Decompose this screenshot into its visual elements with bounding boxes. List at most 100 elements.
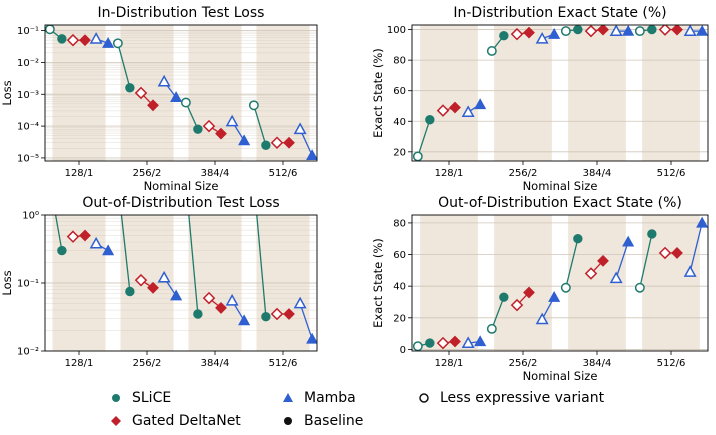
point-baseline: [215, 302, 227, 314]
point-baseline: [170, 91, 183, 103]
point-less-expressive: [436, 336, 450, 350]
point-baseline: [597, 254, 609, 267]
point-less-expressive: [609, 271, 623, 284]
point-less-expressive: [535, 32, 549, 44]
point-less-expressive: [202, 119, 216, 133]
category-band: [642, 25, 700, 161]
point-baseline: [696, 216, 708, 228]
point-less-expressive: [270, 307, 284, 321]
point-baseline: [102, 37, 115, 48]
x-tick-label: 128/1: [65, 168, 94, 179]
point-less-expressive: [270, 136, 284, 149]
point-less-expressive: [412, 341, 423, 351]
point-less-expressive: [461, 105, 475, 118]
category-band: [256, 25, 310, 161]
change-arrow: [565, 238, 579, 288]
point-less-expressive: [634, 282, 645, 293]
point-baseline: [548, 27, 561, 39]
data-layer: [412, 216, 708, 351]
category-band: [494, 25, 552, 161]
x-tick-label: 128/1: [435, 168, 464, 179]
figure: 10⁻⁵ 10⁻⁴ 10⁻³ 10⁻² 10⁻¹ 128/1 256/2 384/4 512/6…: [0, 5, 709, 383]
point-less-expressive: [180, 97, 191, 108]
point-less-expressive: [66, 33, 80, 47]
y-tick-label: 10⁻⁵: [17, 153, 39, 164]
point-baseline: [79, 229, 91, 242]
grid: [412, 29, 708, 153]
point-less-expressive: [634, 26, 645, 37]
legend-less: Less expressive variant: [418, 390, 604, 406]
point-baseline: [170, 289, 183, 301]
point-baseline: [57, 245, 67, 256]
point-baseline: [261, 140, 271, 150]
x-tick-label: 512/6: [269, 168, 298, 179]
y-axis-label: Loss: [0, 80, 14, 105]
point-less-expressive: [609, 25, 623, 37]
chart-panel-1: 20 40 60 80 100 128/1 256/2 384/4 512/6 In-Distri…: [371, 5, 709, 193]
point-baseline: [193, 309, 203, 319]
point-less-expressive: [157, 74, 171, 87]
point-less-expressive: [248, 100, 259, 111]
x-tick-label: 256/2: [133, 358, 162, 369]
y-tick-label: 10⁻¹: [17, 279, 39, 290]
point-baseline: [622, 25, 635, 36]
point-less-expressive: [584, 25, 598, 38]
point-baseline: [449, 101, 461, 114]
circle-marker-icon: [112, 394, 120, 402]
y-tick-label: 20: [393, 313, 406, 324]
point-less-expressive: [683, 25, 697, 37]
point-baseline: [523, 26, 535, 39]
chart-panel-0: 10⁻⁵ 10⁻⁴ 10⁻³ 10⁻² 10⁻¹ 128/1 256/2 384/4 512/6…: [0, 5, 318, 193]
point-baseline: [474, 335, 487, 347]
y-tick-label: 10⁻⁴: [17, 122, 39, 133]
x-tick-label: 256/2: [133, 168, 162, 179]
point-baseline: [573, 25, 583, 35]
y-tick-label: 10⁰: [22, 211, 39, 222]
change-arrow: [689, 222, 703, 273]
point-baseline: [499, 30, 509, 41]
hollow-circle-marker-icon: [419, 393, 429, 403]
x-tick-label: 256/2: [509, 168, 538, 179]
point-baseline: [523, 286, 535, 299]
point-baseline: [499, 292, 509, 302]
legend-baseline: Baseline: [282, 413, 363, 429]
point-less-expressive: [45, 25, 55, 35]
category-band: [188, 25, 242, 161]
y-tick-label: 10⁻³: [17, 90, 39, 101]
chart-title: In-Distribution Exact State (%): [453, 5, 666, 21]
point-baseline: [425, 338, 435, 348]
category-band: [420, 215, 478, 351]
category-band: [420, 25, 478, 161]
y-tick-label: 10⁻¹: [17, 26, 39, 37]
change-arrow: [417, 119, 431, 157]
grid: [45, 30, 317, 161]
x-tick-label: 384/4: [201, 358, 230, 369]
point-less-expressive: [412, 151, 423, 161]
point-less-expressive: [436, 104, 450, 117]
point-baseline: [283, 136, 295, 149]
y-axis-label: Loss: [0, 270, 14, 295]
point-baseline: [425, 115, 435, 125]
point-less-expressive: [510, 27, 524, 41]
legend-less-label: Less expressive variant: [440, 390, 605, 406]
x-tick-label: 384/4: [201, 168, 230, 179]
chart-panel-3: 0 20 40 60 80 128/1 256/2 384/4 512/6 Out-of-Dist…: [371, 195, 709, 383]
legend-slice-label: SLiCE: [132, 390, 172, 406]
point-less-expressive: [89, 236, 103, 249]
data-layer: [412, 25, 708, 161]
change-arrow: [253, 105, 267, 146]
y-tick-label: 40: [393, 117, 406, 128]
point-less-expressive: [560, 26, 571, 37]
point-baseline: [548, 291, 561, 302]
legend-gdn: Gated DeltaNet: [110, 413, 241, 429]
point-less-expressive: [134, 86, 148, 100]
legend-gdn-label: Gated DeltaNet: [132, 413, 241, 429]
change-arrow: [491, 297, 505, 330]
x-tick-label: 512/6: [657, 358, 686, 369]
point-less-expressive: [560, 282, 571, 293]
point-baseline: [283, 308, 295, 320]
x-tick-label: 128/1: [65, 358, 94, 369]
point-baseline: [671, 25, 683, 36]
y-tick-label: 60: [393, 86, 406, 97]
legend-slice: SLiCE: [110, 390, 171, 406]
